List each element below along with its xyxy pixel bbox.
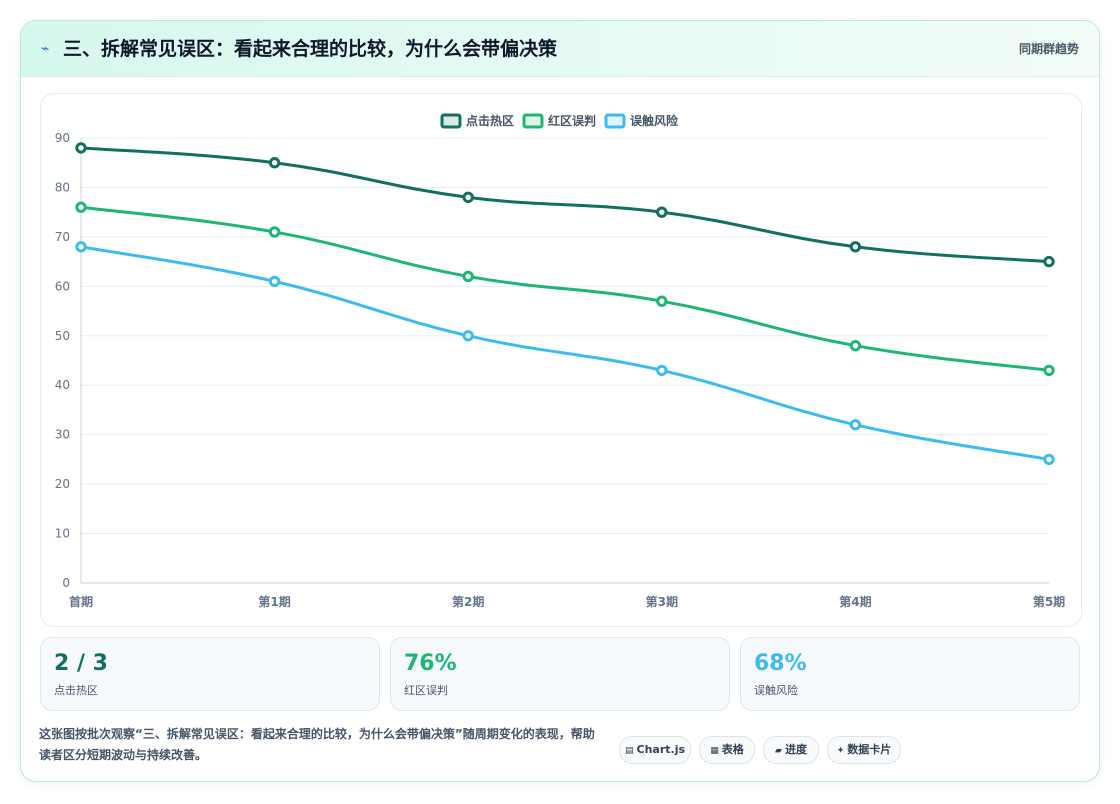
series-line-3 <box>80 245 1050 461</box>
y-tick-label: 70 <box>55 230 70 244</box>
y-tick-label: 80 <box>55 180 70 194</box>
legend-label: 红区误判 <box>548 113 596 128</box>
stat-label: 误触风险 <box>754 684 798 697</box>
legend-label: 误触风险 <box>630 113 679 128</box>
tag-data-card[interactable]: ✦ 数据卡片 <box>827 736 901 764</box>
header-meta: 同期群趋势 <box>1018 42 1079 56</box>
tag-table[interactable]: ▦ 表格 <box>699 736 755 764</box>
tag-label: 进度 <box>784 743 807 756</box>
table-icon: ▦ <box>710 746 719 756</box>
data-point <box>462 191 474 204</box>
data-point <box>75 142 87 154</box>
card-header: ⌁ 三、拆解常见误区：看起来合理的比较，为什么会带偏决策 同期群趋势 <box>21 21 1099 77</box>
tag-label: 数据卡片 <box>847 743 892 756</box>
data-point <box>656 364 668 377</box>
series-line-1 <box>80 146 1050 264</box>
x-tick-label: 第4期 <box>839 594 871 609</box>
data-point <box>1043 364 1055 377</box>
y-tick-label: 60 <box>55 279 70 293</box>
data-point <box>75 201 87 213</box>
data-point <box>656 206 668 218</box>
chart-panel: 0 10 20 30 40 50 60 70 80 90 首期 第1期 第2期 第3期 第4期 第5期 点击热区… <box>40 93 1082 627</box>
chart-icon: ▤ <box>624 746 634 756</box>
data-point <box>849 241 862 253</box>
data-point <box>656 295 668 307</box>
stat-value: 76% <box>404 651 457 676</box>
stat-value: 68% <box>754 651 807 676</box>
y-tick-label: 20 <box>55 477 70 491</box>
y-tick-label: 90 <box>55 131 70 145</box>
data-point <box>268 275 281 288</box>
x-tick-label: 第2期 <box>452 594 484 609</box>
y-tick-label: 50 <box>55 329 70 343</box>
data-point <box>462 270 474 283</box>
data-point <box>75 241 87 253</box>
x-tick-label: 首期 <box>69 594 93 609</box>
progress-icon: ▰ <box>775 746 782 756</box>
data-point <box>1043 255 1055 268</box>
x-tick-label: 第5期 <box>1033 594 1065 609</box>
y-tick-label: 30 <box>55 428 70 442</box>
legend-swatch <box>440 113 462 129</box>
chart-card: ⌁ 三、拆解常见误区：看起来合理的比较，为什么会带偏决策 同期群趋势 0 10 20… <box>20 20 1100 782</box>
card-title: 三、拆解常见误区：看起来合理的比较，为什么会带偏决策 <box>63 38 558 60</box>
stat-card-2: 76% 红区误判 <box>390 637 730 711</box>
x-tick-label: 第1期 <box>258 594 290 609</box>
data-point <box>462 330 474 342</box>
x-tick-label: 第3期 <box>646 594 678 609</box>
data-point <box>849 339 862 352</box>
data-point <box>268 157 281 169</box>
y-tick-label: 40 <box>55 378 70 392</box>
sparkle-icon: ✦ <box>836 746 845 756</box>
lightning-icon: ⌁ <box>41 41 50 57</box>
chart-description: 这张图按批次观察“三、拆解常见误区：看起来合理的比较，为什么会带偏决策”随周期变… <box>39 727 595 762</box>
tag-label: Chart.js <box>636 743 686 756</box>
series-line-2 <box>80 205 1050 372</box>
stat-value: 2 / 3 <box>54 651 108 676</box>
y-tick-label: 0 <box>62 576 70 590</box>
stat-label: 红区误判 <box>404 684 448 697</box>
stat-card-3: 68% 误触风险 <box>740 637 1080 711</box>
stat-label: 点击热区 <box>54 684 98 697</box>
y-tick-label: 10 <box>55 527 70 541</box>
data-point <box>1043 453 1055 466</box>
legend-label: 点击热区 <box>466 113 514 128</box>
tag-chartjs[interactable]: ▤ Chart.js <box>619 736 691 764</box>
legend-swatch <box>604 113 626 129</box>
data-point <box>849 419 862 431</box>
tag-progress[interactable]: ▰ 进度 <box>763 736 819 764</box>
data-point <box>268 226 281 238</box>
line-chart: 0 10 20 30 40 50 60 70 80 90 首期 第1期 第2期 第3期 第4期 第5期 点击热区… <box>55 113 1065 609</box>
tag-label: 表格 <box>721 743 744 756</box>
legend-swatch <box>522 113 544 129</box>
stat-card-1: 2 / 3 点击热区 <box>40 637 380 711</box>
